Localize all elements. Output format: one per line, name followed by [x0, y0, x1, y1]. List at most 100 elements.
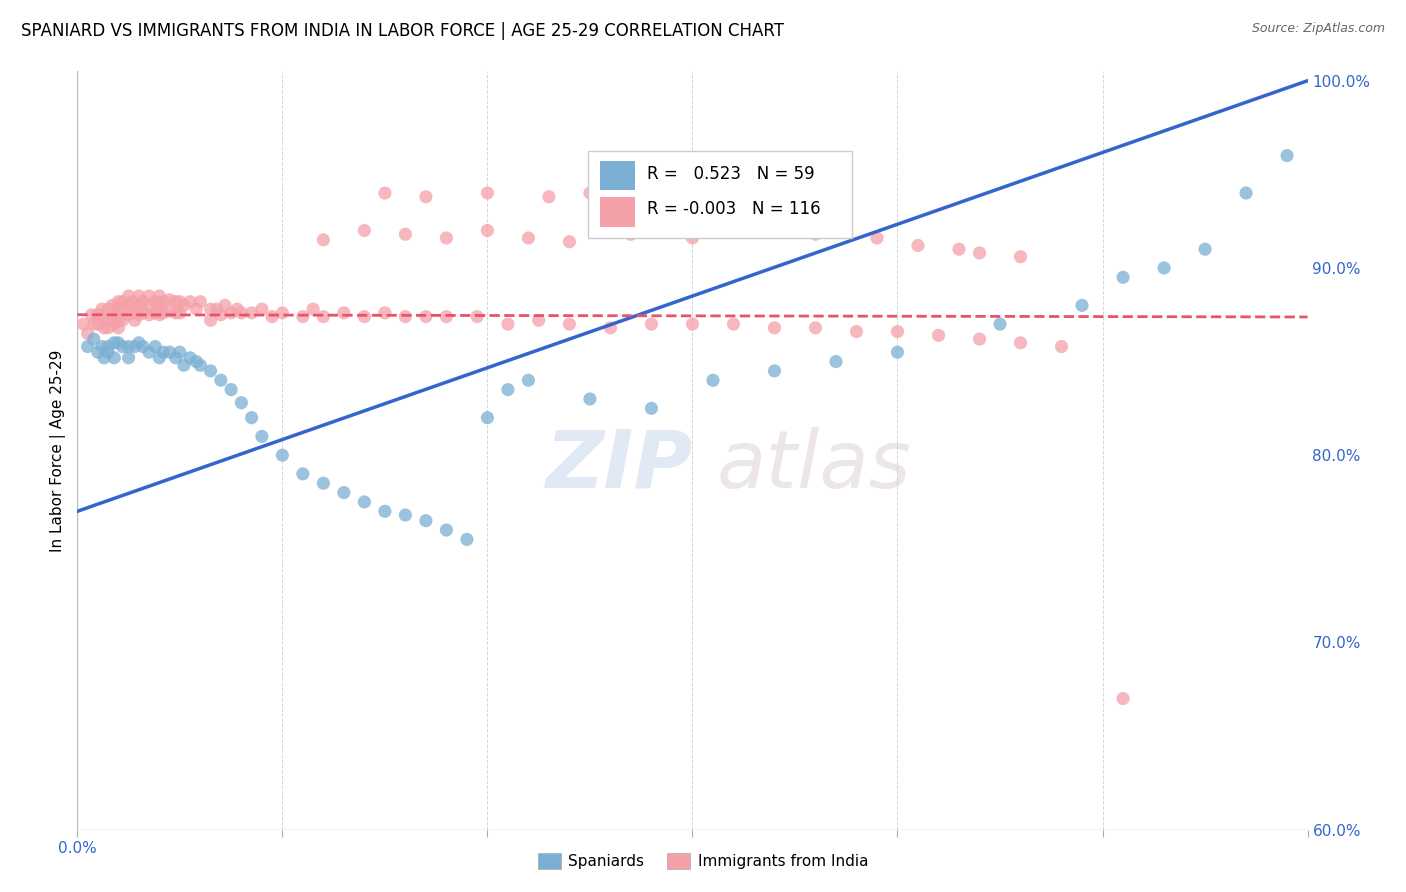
Point	[76, 326, 98, 341]
Point	[333, 485, 356, 500]
Point	[312, 233, 335, 247]
Point	[988, 317, 1011, 331]
Text: R =   0.523   N = 59: R = 0.523 N = 59	[647, 165, 814, 183]
Point	[128, 298, 150, 312]
Point	[415, 514, 437, 528]
Point	[415, 190, 437, 204]
Point	[111, 294, 134, 309]
Point	[231, 306, 253, 320]
Point	[415, 310, 437, 324]
Point	[291, 467, 314, 481]
Point	[107, 313, 129, 327]
Point	[103, 308, 125, 322]
Point	[169, 294, 191, 309]
Point	[124, 340, 146, 354]
Point	[148, 308, 170, 322]
Text: atlas: atlas	[717, 426, 912, 505]
Point	[128, 335, 150, 350]
Point	[97, 313, 120, 327]
Point	[117, 351, 139, 365]
FancyBboxPatch shape	[600, 161, 634, 190]
Point	[179, 294, 201, 309]
Point	[173, 359, 195, 373]
Point	[240, 306, 263, 320]
Point	[886, 345, 908, 359]
Point	[517, 373, 540, 387]
Point	[169, 345, 191, 359]
Point	[128, 308, 150, 322]
Point	[80, 308, 103, 322]
Point	[93, 321, 115, 335]
Point	[132, 340, 155, 354]
Point	[87, 345, 110, 359]
Text: SPANIARD VS IMMIGRANTS FROM INDIA IN LABOR FORCE | AGE 25-29 CORRELATION CHART: SPANIARD VS IMMIGRANTS FROM INDIA IN LAB…	[21, 22, 785, 40]
Point	[87, 308, 110, 322]
Point	[152, 294, 174, 309]
Point	[374, 504, 396, 518]
Point	[250, 302, 273, 317]
Point	[436, 310, 458, 324]
Point	[866, 231, 889, 245]
Point	[845, 325, 868, 339]
Point	[124, 313, 146, 327]
Point	[558, 235, 581, 249]
Point	[165, 294, 187, 309]
Point	[477, 186, 499, 200]
Point	[477, 410, 499, 425]
Point	[97, 321, 120, 335]
Point	[1234, 186, 1257, 200]
Point	[969, 246, 991, 260]
Point	[188, 359, 212, 373]
Point	[436, 523, 458, 537]
Point	[271, 306, 294, 320]
Point	[128, 289, 150, 303]
Point	[763, 321, 786, 335]
Point	[825, 354, 848, 368]
Point	[111, 302, 134, 317]
Point	[948, 242, 970, 256]
Point	[117, 289, 139, 303]
Point	[558, 317, 581, 331]
Point	[97, 302, 120, 317]
Point	[1275, 148, 1298, 162]
Point	[186, 354, 208, 368]
Point	[103, 317, 125, 331]
Point	[682, 231, 704, 245]
Point	[517, 231, 540, 245]
Point	[394, 310, 416, 324]
FancyBboxPatch shape	[600, 197, 634, 227]
Point	[219, 383, 242, 397]
Point	[97, 340, 120, 354]
Point	[682, 190, 704, 204]
Point	[804, 321, 827, 335]
Point	[763, 364, 786, 378]
Point	[83, 332, 105, 346]
Point	[456, 533, 478, 547]
Point	[148, 298, 170, 312]
Point	[107, 335, 129, 350]
Point	[742, 223, 765, 237]
Point	[353, 495, 375, 509]
Point	[579, 186, 602, 200]
Point	[436, 231, 458, 245]
Point	[143, 340, 166, 354]
Point	[640, 317, 662, 331]
Point	[723, 317, 745, 331]
Point	[262, 310, 284, 324]
Point	[1194, 242, 1216, 256]
Point	[90, 340, 114, 354]
Point	[804, 227, 827, 242]
Point	[143, 294, 166, 309]
Point	[83, 317, 105, 331]
Point	[209, 308, 232, 322]
Point	[496, 383, 519, 397]
Y-axis label: In Labor Force | Age 25-29: In Labor Force | Age 25-29	[51, 350, 66, 551]
Point	[152, 306, 174, 320]
Point	[302, 302, 325, 317]
Point	[148, 351, 170, 365]
Point	[231, 395, 253, 409]
Point	[87, 317, 110, 331]
Point	[1153, 260, 1175, 275]
Point	[353, 310, 375, 324]
Point	[742, 194, 765, 208]
